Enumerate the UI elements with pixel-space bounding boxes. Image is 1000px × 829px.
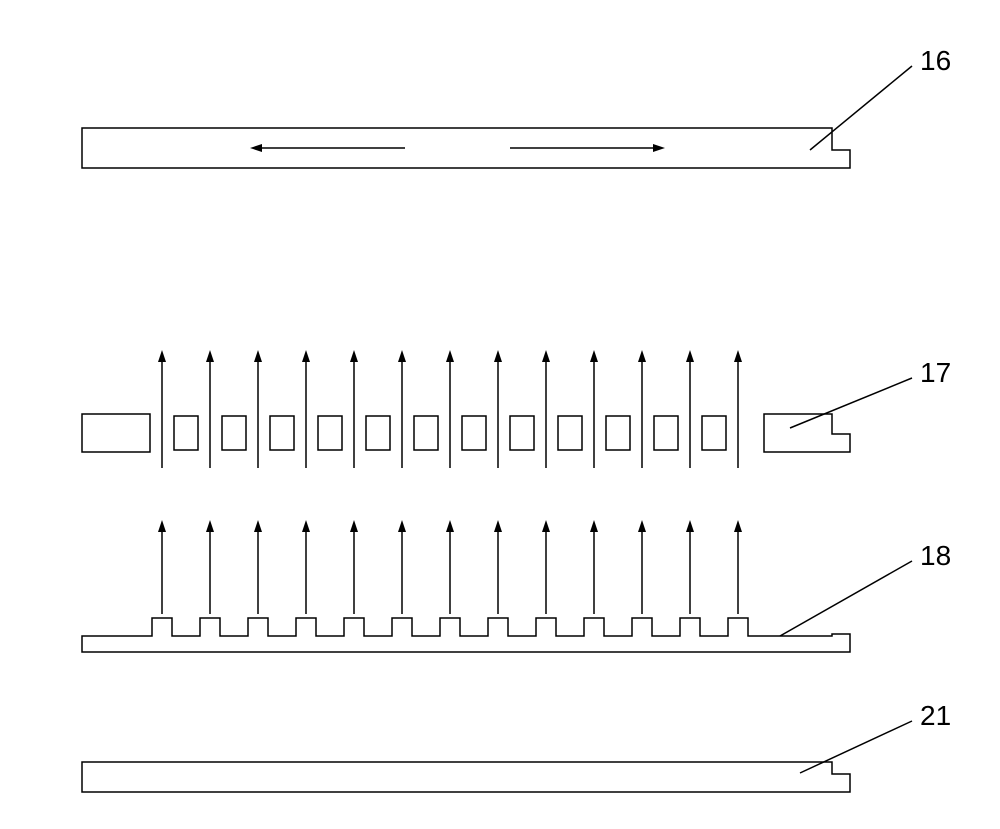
- arrow-head: [206, 350, 214, 362]
- rect: [222, 416, 246, 450]
- arrow-head: [494, 350, 502, 362]
- path: [82, 618, 850, 652]
- arrow-head: [686, 350, 694, 362]
- label-18: 18: [920, 540, 951, 571]
- path: [82, 128, 850, 168]
- rect: [174, 416, 198, 450]
- arrow-head: [158, 520, 166, 532]
- label-21: 21: [920, 700, 951, 731]
- arrow-head: [542, 350, 550, 362]
- rect: [414, 416, 438, 450]
- leader-line: [790, 378, 912, 428]
- arrow-head: [302, 350, 310, 362]
- arrow-head: [494, 520, 502, 532]
- arrow-head: [590, 350, 598, 362]
- rect: [702, 416, 726, 450]
- leader-line: [780, 561, 912, 636]
- path: [82, 762, 850, 792]
- leader-line: [800, 721, 912, 773]
- arrow-head: [686, 520, 694, 532]
- rect: [606, 416, 630, 450]
- arrow-head: [398, 520, 406, 532]
- leader-line: [810, 66, 912, 150]
- arrow-head: [734, 350, 742, 362]
- arrow-head: [638, 520, 646, 532]
- rect: [654, 416, 678, 450]
- rect: [462, 416, 486, 450]
- arrow-head: [653, 144, 665, 152]
- rect: [318, 416, 342, 450]
- arrow-head: [638, 350, 646, 362]
- arrow-head: [350, 350, 358, 362]
- arrow-head: [350, 520, 358, 532]
- arrow-head: [302, 520, 310, 532]
- label-16: 16: [920, 45, 951, 76]
- arrow-head: [734, 520, 742, 532]
- rect: [558, 416, 582, 450]
- arrow-head: [206, 520, 214, 532]
- arrow-head: [250, 144, 262, 152]
- arrow-head: [398, 350, 406, 362]
- arrow-head: [446, 520, 454, 532]
- arrow-head: [254, 520, 262, 532]
- rect: [366, 416, 390, 450]
- arrow-head: [542, 520, 550, 532]
- arrow-head: [254, 350, 262, 362]
- arrow-head: [158, 350, 166, 362]
- rect: [270, 416, 294, 450]
- arrow-head: [446, 350, 454, 362]
- path: [764, 414, 850, 452]
- arrow-head: [590, 520, 598, 532]
- label-17: 17: [920, 357, 951, 388]
- rect: [510, 416, 534, 450]
- rect: [82, 414, 150, 452]
